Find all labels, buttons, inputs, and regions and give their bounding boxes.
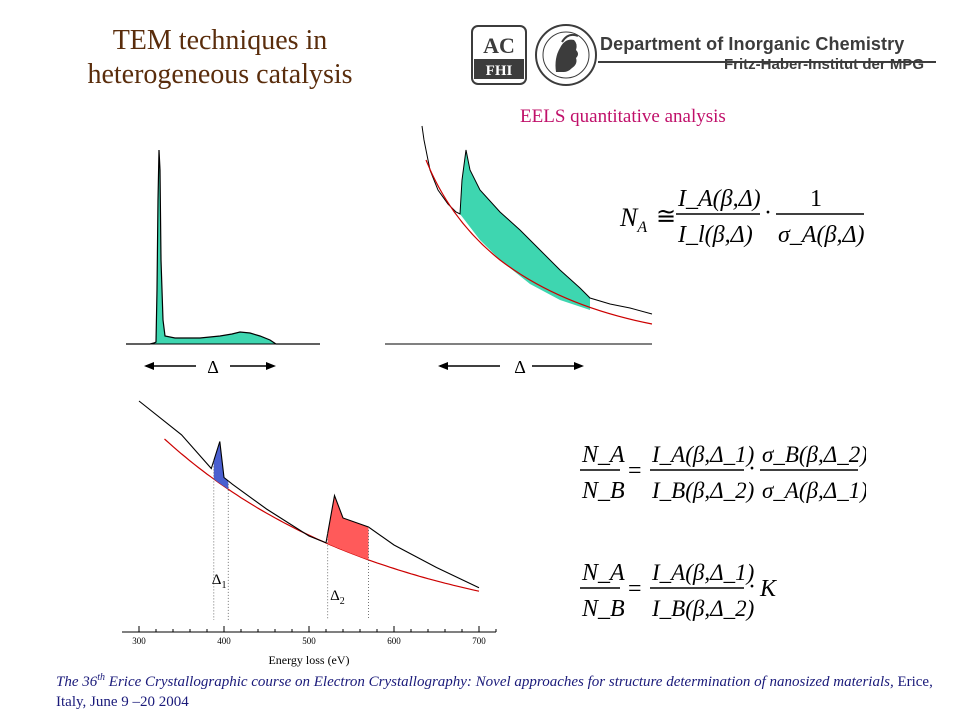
eq2-denominator-2: σ_A(β,Δ_1) — [762, 478, 866, 503]
eq3-factor: K — [759, 576, 778, 602]
eq3-denominator: I_B(β,Δ_2) — [651, 596, 754, 621]
x-tick-label: 300 — [132, 636, 146, 646]
eq3-dot: · — [748, 574, 756, 600]
eq2-numerator-2: σ_B(β,Δ_2) — [762, 442, 866, 467]
eq2-dot: · — [748, 456, 756, 482]
x-tick-label: 400 — [217, 636, 231, 646]
core-loss-trace — [421, 125, 653, 315]
equation-ratio-cross-section: N_A N_B = I_A(β,Δ_1) I_B(β,Δ_2) · σ_B(β,… — [580, 442, 866, 504]
background-fit-curve — [164, 438, 480, 592]
eq1-lhs: NA — [619, 203, 647, 236]
two-edge-spectrum-chart: Δ1 Δ2 300 400 500 600 700 Energy loss (eV) — [122, 400, 497, 667]
footer-citation: The 36th Erice Crystallographic course o… — [56, 668, 936, 712]
low-loss-trace — [126, 149, 320, 345]
arrowhead-left — [144, 362, 154, 370]
eq2-numerator: I_A(β,Δ_1) — [651, 442, 754, 467]
logo-fhi-text: FHI — [486, 63, 513, 79]
title-line-2: heterogeneous catalysis — [87, 59, 353, 90]
institute-logo: AC FHI — [471, 24, 936, 86]
section-subtitle: EELS quantitative analysis — [520, 106, 726, 127]
title-line-1: TEM techniques in — [112, 25, 328, 56]
minerva-seal-icon — [535, 24, 597, 86]
low-loss-spectrum: Δ — [126, 149, 320, 377]
eq2-relation: = — [628, 458, 642, 484]
eq1-denominator-2: σ_A(β,Δ) — [778, 222, 865, 248]
edge1-fill — [213, 441, 229, 490]
eq3-relation: = — [628, 576, 642, 602]
footer-prefix: The 36 — [56, 674, 98, 690]
arrowhead-right — [266, 362, 276, 370]
institute-name: Fritz-Haber-Institut der MPG — [724, 56, 925, 73]
eq1-relation: ≅ — [656, 204, 676, 230]
low-loss-fill — [154, 150, 276, 344]
eq2-lhs-numerator: N_A — [581, 442, 625, 468]
eq3-lhs-denominator: N_B — [581, 596, 625, 622]
core-loss-spectrum: Δ — [385, 125, 653, 377]
edge2-fill — [327, 495, 369, 560]
x-tick-label: 600 — [387, 636, 401, 646]
page-title: TEM techniques in heterogeneous catalysi… — [60, 24, 380, 92]
footer-sup: th — [97, 672, 106, 683]
x-axis-label: Energy loss (eV) — [268, 653, 349, 667]
window1-label: Δ1 — [212, 572, 227, 591]
footer-italic: Erice Crystallographic course on Electro… — [105, 674, 894, 690]
arrowhead-left — [438, 362, 448, 370]
equation-single-element: NA ≅ I_A(β,Δ) I_l(β,Δ) · 1 σ_A(β,Δ) — [619, 186, 865, 248]
spectrum-trace — [138, 400, 480, 589]
ac-fhi-logo: AC FHI — [471, 25, 527, 85]
x-axis-ticks: 300 400 500 600 700 — [132, 626, 497, 646]
eq2-denominator: I_B(β,Δ_2) — [651, 478, 754, 503]
x-tick-label: 700 — [472, 636, 486, 646]
x-tick-label: 500 — [302, 636, 316, 646]
eq3-numerator: I_A(β,Δ_1) — [651, 560, 754, 585]
delta-label: Δ — [207, 357, 219, 377]
window2-label: Δ2 — [330, 588, 345, 607]
eq1-numerator-2: 1 — [810, 186, 822, 212]
eq1-numerator: I_A(β,Δ) — [677, 186, 761, 212]
equation-ratio-k-factor: N_A N_B = I_A(β,Δ_1) I_B(β,Δ_2) · K — [580, 560, 778, 622]
logo-ac-text: AC — [483, 33, 515, 58]
background-fit-curve — [425, 159, 653, 325]
footer-plain: Erice, Italy, June 9 –20 2004 — [56, 674, 933, 710]
department-name: Department of Inorganic Chemistry — [600, 34, 905, 54]
delta-label: Δ — [514, 357, 526, 377]
eq1-dot: · — [764, 200, 772, 226]
eq2-lhs-denominator: N_B — [581, 478, 625, 504]
eq3-lhs-numerator: N_A — [581, 560, 625, 586]
eq1-denominator: I_l(β,Δ) — [677, 222, 753, 248]
arrowhead-right — [574, 362, 584, 370]
core-loss-fill — [460, 150, 590, 310]
